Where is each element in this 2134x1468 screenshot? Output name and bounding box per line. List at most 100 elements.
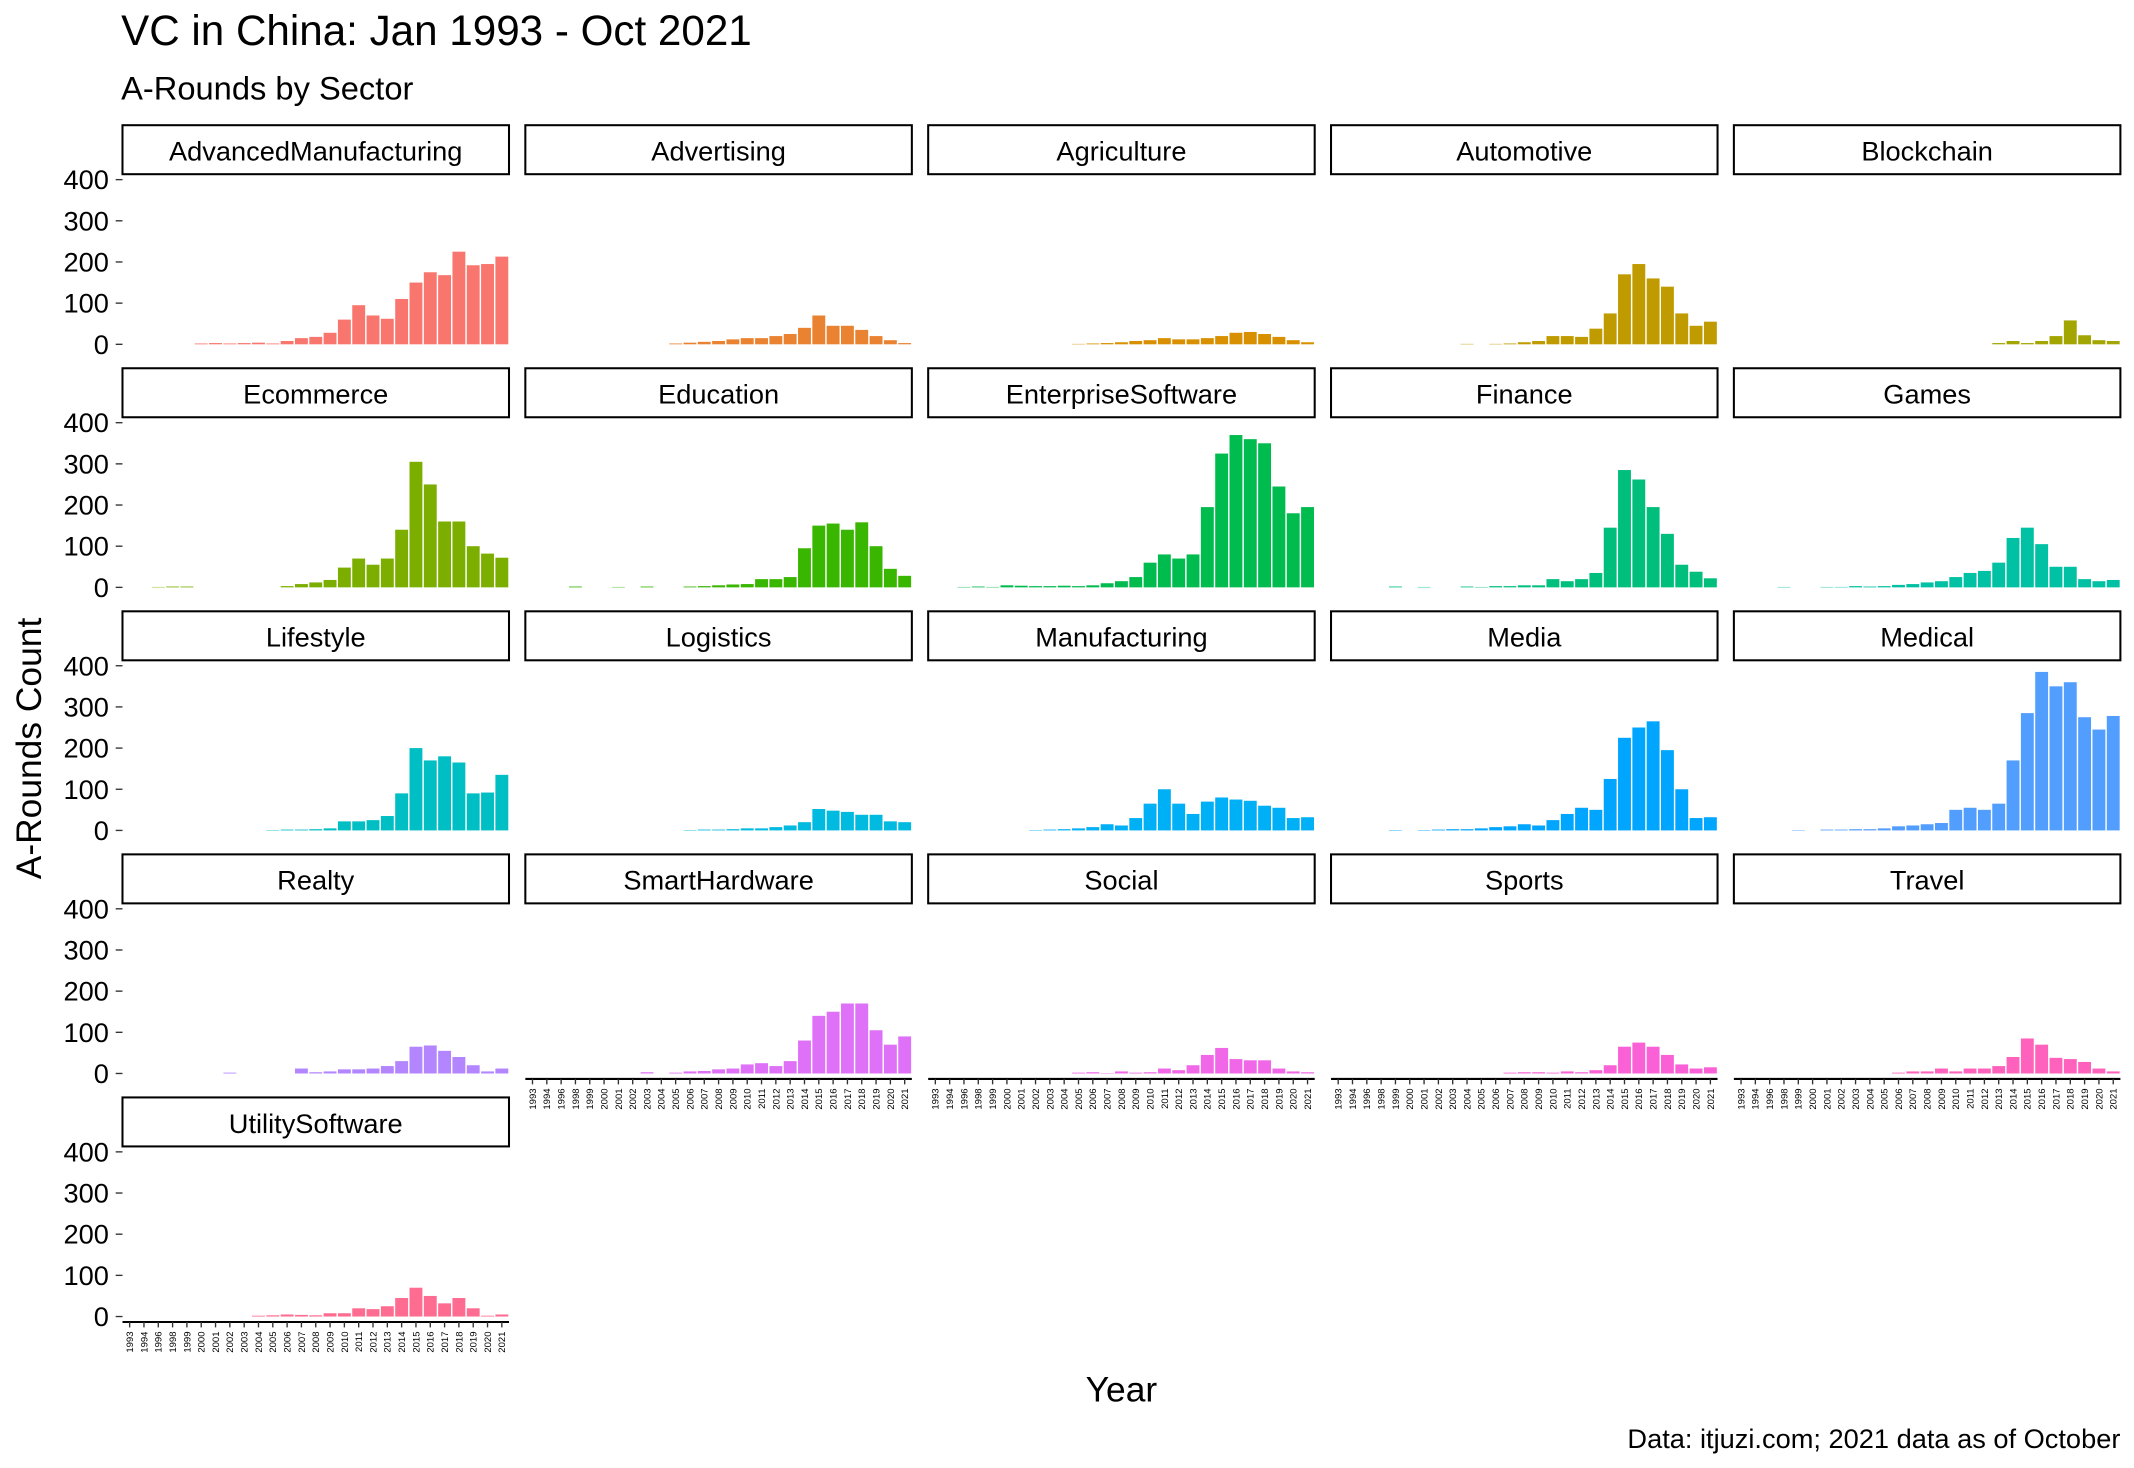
bar — [869, 1030, 883, 1074]
bar — [366, 1068, 380, 1074]
bar — [481, 553, 494, 588]
x-tick-label: 1996 — [557, 1088, 568, 1109]
x-tick-label: 2016 — [2037, 1088, 2048, 1109]
bar — [438, 1050, 452, 1074]
bar — [1503, 586, 1517, 588]
bar — [1689, 571, 1703, 588]
bar — [1072, 1072, 1085, 1074]
bar — [1675, 789, 1689, 831]
bar — [1057, 829, 1071, 831]
x-tick-label: 2010 — [743, 1088, 754, 1109]
bar — [323, 332, 337, 345]
bar — [769, 827, 783, 831]
bar — [1389, 586, 1402, 588]
x-tick-label: 2018 — [1663, 1088, 1674, 1109]
bar — [337, 319, 351, 345]
bar — [481, 1071, 494, 1074]
x-tick-label: 2016 — [1231, 1088, 1242, 1109]
bar — [366, 315, 380, 345]
x-tick-label: 2005 — [1880, 1088, 1891, 1109]
x-tick-label: 1998 — [974, 1088, 985, 1109]
strip — [121, 1096, 511, 1148]
bar — [452, 251, 466, 345]
bar — [466, 265, 480, 345]
bar — [1243, 1060, 1257, 1074]
y-tick-label: 100 — [63, 288, 108, 319]
strip-label: Finance — [1476, 379, 1573, 410]
bar — [423, 484, 437, 588]
bar — [1243, 439, 1257, 588]
x-tick-label: 1994 — [1348, 1088, 1359, 1110]
x-tick-label: 2021 — [1706, 1088, 1717, 1109]
bar — [409, 282, 423, 345]
x-tick-label: 2011 — [757, 1088, 768, 1108]
y-tick-label: 300 — [63, 691, 108, 722]
bar — [495, 1068, 509, 1074]
strip-label: Automotive — [1456, 136, 1592, 167]
bar — [1703, 578, 1717, 588]
x-tick-label: 2016 — [1634, 1088, 1645, 1109]
bar — [1100, 824, 1114, 831]
bar — [840, 1003, 854, 1074]
bar — [438, 756, 452, 831]
strip-label: Realty — [277, 865, 355, 896]
strip-label: Social — [1084, 865, 1158, 896]
bar — [1057, 585, 1071, 588]
y-tick-label: 200 — [63, 490, 108, 521]
x-tick-label: 2020 — [483, 1332, 494, 1353]
bar — [640, 586, 654, 588]
bar — [1301, 507, 1314, 588]
bar — [2106, 715, 2120, 831]
bar — [2020, 343, 2034, 345]
strip — [1732, 367, 2122, 419]
bar — [726, 1068, 740, 1074]
bar — [869, 336, 883, 345]
x-tick-label: 2003 — [1448, 1088, 1459, 1109]
x-tick-label: 2003 — [240, 1332, 251, 1353]
bar — [1618, 274, 1631, 345]
x-tick-label: 1993 — [931, 1088, 942, 1109]
x-tick-label: 2012 — [368, 1332, 379, 1353]
bar — [1172, 1070, 1186, 1074]
bar — [1920, 1071, 1934, 1074]
x-tick-label: 2001 — [1017, 1088, 1028, 1109]
bar — [1258, 805, 1272, 831]
x-tick-label: 2010 — [340, 1332, 351, 1353]
bar — [395, 1298, 409, 1317]
bar — [798, 822, 811, 831]
strip-label: Lifestyle — [266, 622, 366, 653]
bar — [1560, 336, 1574, 345]
x-tick-label: 1998 — [1779, 1088, 1790, 1109]
bar — [740, 1064, 754, 1074]
bar — [783, 1061, 797, 1074]
x-tick-label: 2001 — [211, 1332, 222, 1353]
bar — [1660, 533, 1674, 588]
x-tick-label: 1999 — [585, 1088, 596, 1109]
bar — [266, 343, 280, 345]
bar — [438, 275, 452, 345]
bar — [1143, 340, 1157, 345]
bar — [466, 546, 480, 588]
bar — [323, 1313, 337, 1317]
bar — [294, 1314, 308, 1317]
bar — [2020, 713, 2034, 831]
bar — [1143, 562, 1157, 588]
bar — [481, 1315, 494, 1317]
bar — [2035, 671, 2049, 831]
bar — [423, 1295, 437, 1317]
x-tick-label: 2013 — [786, 1088, 797, 1109]
bar — [1892, 826, 1905, 831]
bar — [2006, 341, 2020, 345]
bar — [1834, 829, 1848, 831]
bar — [1157, 1068, 1171, 1074]
bar — [1157, 789, 1171, 831]
strip-label: Manufacturing — [1035, 622, 1207, 653]
bar — [1086, 1072, 1100, 1074]
bar — [466, 793, 480, 831]
bar — [352, 1069, 366, 1074]
x-tick-label: 2008 — [311, 1332, 322, 1353]
strip — [524, 124, 913, 176]
bar — [1301, 1072, 1314, 1074]
bar — [1186, 1065, 1200, 1074]
